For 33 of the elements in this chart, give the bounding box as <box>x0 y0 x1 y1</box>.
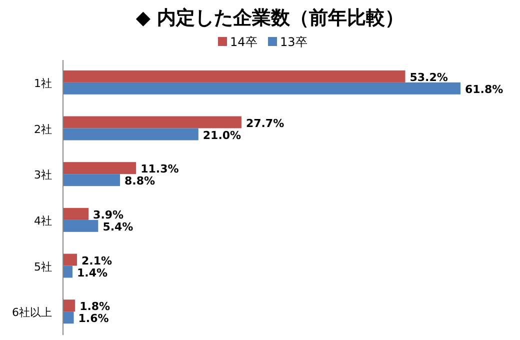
data-label: 11.3% <box>140 162 179 176</box>
legend-label: 13卒 <box>280 35 308 49</box>
y-tick-label: 1社 <box>34 76 52 90</box>
bar <box>62 162 136 174</box>
data-label: 27.7% <box>246 116 284 130</box>
bar <box>62 266 72 278</box>
data-label: 1.4% <box>76 266 108 280</box>
bar <box>62 208 89 220</box>
data-label: 2.1% <box>81 254 112 268</box>
y-tick-label: 6社以上 <box>12 306 52 320</box>
bar <box>62 82 460 94</box>
bar <box>62 116 242 128</box>
data-label: 3.9% <box>93 208 124 222</box>
bar <box>62 254 77 266</box>
data-label: 21.0% <box>202 128 242 142</box>
data-label: 1.6% <box>78 312 109 326</box>
y-tick-label: 5社 <box>34 260 52 274</box>
y-tick-label: 3社 <box>34 168 52 182</box>
data-label: 1.8% <box>80 300 110 314</box>
bar <box>62 128 198 140</box>
bar <box>62 300 76 312</box>
y-tick-label: 2社 <box>34 122 52 136</box>
legend-label: 14卒 <box>230 35 258 49</box>
y-tick-label: 4社 <box>34 214 52 228</box>
bar <box>62 312 74 324</box>
bar <box>62 174 120 186</box>
chart-title: ◆ 内定した企業数（前年比較） <box>136 7 404 29</box>
data-label: 53.2% <box>410 70 448 84</box>
data-label: 8.8% <box>124 174 156 188</box>
data-label: 5.4% <box>102 220 134 234</box>
bar <box>62 70 406 82</box>
bar <box>62 220 98 232</box>
data-label: 61.8% <box>465 82 504 96</box>
